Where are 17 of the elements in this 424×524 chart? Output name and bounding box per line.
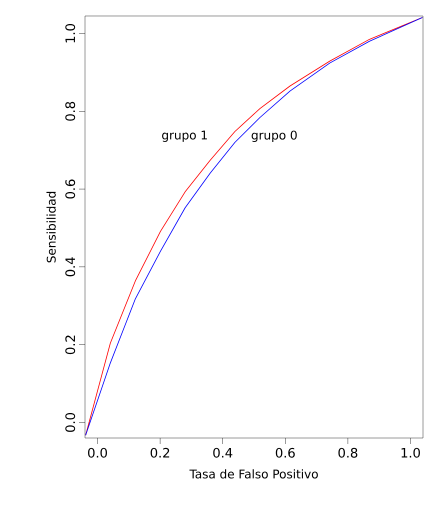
- y-tick-label: 0.4: [65, 257, 76, 276]
- y-tick-label: 0.2: [65, 336, 76, 354]
- y-tick-label: 0.0: [65, 412, 76, 432]
- y-tick-label: 1.0: [65, 24, 76, 42]
- y-tick-label: 0.8: [65, 102, 76, 121]
- y-axis-title: Sensibilidad: [46, 192, 56, 262]
- annotation: grupo 0: [252, 130, 297, 142]
- y-tick-label: 0.6: [65, 180, 76, 199]
- annotation: grupo 1: [162, 130, 207, 142]
- x-tick-label: 0.8: [338, 448, 358, 458]
- x-tick-label: 1.0: [402, 448, 420, 458]
- line-series: [85, 17, 423, 436]
- x-tick-label: 0.0: [88, 448, 107, 458]
- x-axis-title: Tasa de Falso Positivo: [189, 469, 318, 479]
- x-tick-label: 0.4: [213, 448, 232, 458]
- x-tick-label: 0.6: [276, 448, 295, 458]
- x-tick-label: 0.2: [150, 448, 170, 458]
